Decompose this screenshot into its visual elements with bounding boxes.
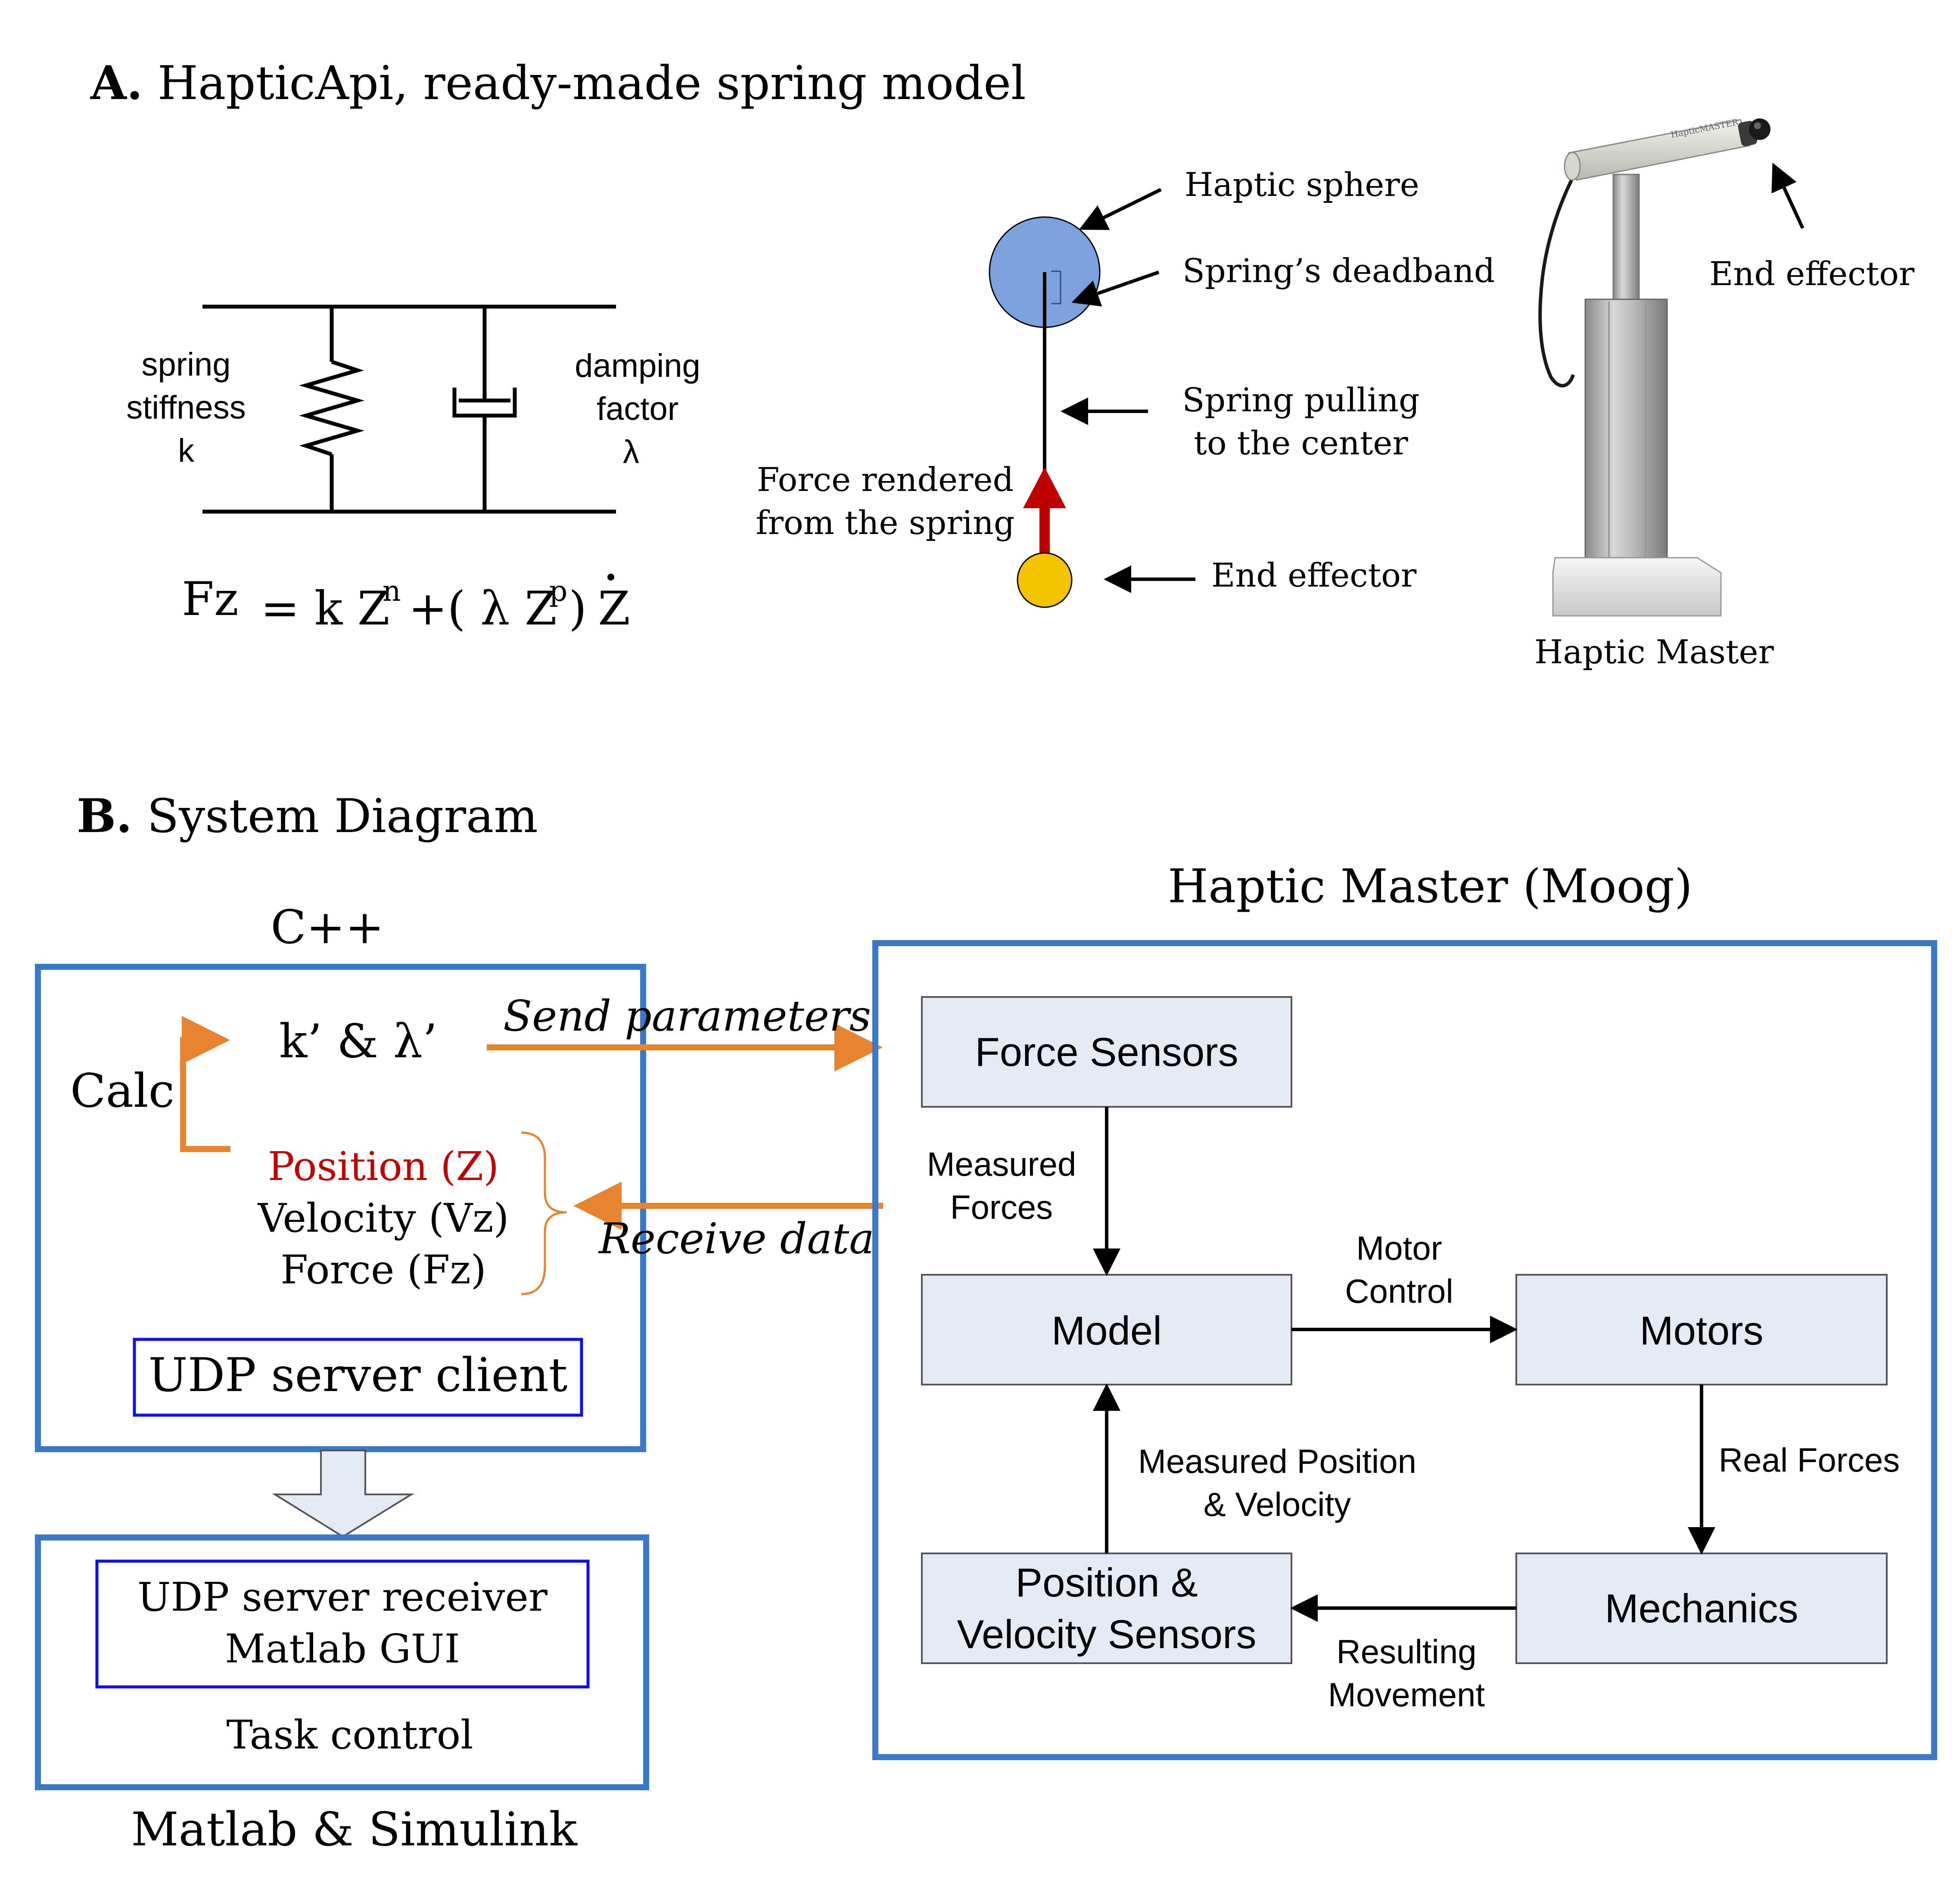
svg-text:+( λ Z: +( λ Z <box>408 582 557 636</box>
svg-text:Fz: Fz <box>182 572 239 626</box>
z-dot-accent <box>607 574 614 581</box>
haptic-sphere-model: Haptic sphere Spring’s deadband Spring p… <box>756 165 1495 608</box>
motor-control-label-1: Motor <box>1356 1229 1442 1267</box>
force-sensors-box <box>921 996 1292 1108</box>
task-control-label: Task control <box>226 1712 473 1758</box>
udp-client-box <box>133 1338 583 1417</box>
end-effector-ball <box>1017 552 1073 608</box>
send-parameters-label: Send parameters <box>503 992 871 1041</box>
svg-text:k: k <box>178 432 195 469</box>
motor-control-label-2: Control <box>1345 1272 1453 1310</box>
resulting-movement-label-2: Movement <box>1328 1676 1485 1714</box>
svg-text:n: n <box>383 575 401 608</box>
measured-forces-label-1: Measured <box>927 1145 1076 1183</box>
svg-text:spring: spring <box>142 346 231 383</box>
pointer-deadband <box>1071 270 1160 307</box>
moog-flow-arrows <box>1093 1107 1715 1622</box>
matlab-gui-label: Matlab GUI <box>225 1626 460 1672</box>
resulting-movement-label-1: Resulting <box>1336 1633 1476 1671</box>
label-end-effector-model: End effector <box>1211 556 1417 594</box>
position-label: Position (Z) <box>268 1143 499 1189</box>
device-column <box>1584 298 1668 567</box>
panel-b: B. System Diagram C++ Calc k’ & λ’ Posit… <box>35 789 1937 1857</box>
moog-components <box>921 996 1888 1664</box>
udp-receiver-label: UDP server receiver <box>137 1574 548 1620</box>
matlab-caption: Matlab & Simulink <box>131 1803 578 1857</box>
model-box <box>921 1274 1292 1385</box>
pointer-haptic-sphere <box>1079 188 1162 230</box>
udp-client-label: UDP server client <box>149 1348 568 1402</box>
label-spring-pulling-1: Spring pulling <box>1182 381 1419 419</box>
panel-b-title: B. System Diagram <box>77 789 538 843</box>
calc-label: Calc <box>70 1064 174 1118</box>
svg-text:p: p <box>549 575 567 608</box>
panel-a-title: A. HapticApi, ready-made spring model <box>90 56 1026 110</box>
svg-text:λ: λ <box>623 434 639 470</box>
udp-receiver-box <box>95 1559 590 1689</box>
device-cable <box>1538 169 1578 388</box>
spring-zigzag <box>299 360 365 457</box>
force-sensors-label: Force Sensors <box>975 1029 1238 1075</box>
position-sensors-label-2: Velocity Sensors <box>957 1612 1257 1657</box>
svg-text:stiffness: stiffness <box>126 389 246 426</box>
svg-text:): ) <box>569 582 587 636</box>
haptic-master-device: HapticMASTER End effector Haptic Master <box>1534 117 1915 671</box>
force-label: Force (Fz) <box>280 1247 486 1293</box>
params-label: k’ & λ’ <box>279 1015 437 1068</box>
motors-box <box>1515 1274 1888 1385</box>
svg-text:Z: Z <box>598 582 630 636</box>
svg-text:factor: factor <box>597 391 678 427</box>
label-force-rendered-1: Force rendered <box>757 460 1014 499</box>
force-arrow-head <box>1023 467 1066 508</box>
calc-loop-arrow <box>180 1016 230 1152</box>
data-brace <box>521 1131 567 1295</box>
position-sensors-box <box>921 1553 1292 1664</box>
matlab-box <box>35 1534 649 1790</box>
velocity-label: Velocity (Vz) <box>257 1195 509 1241</box>
panel-a: A. HapticApi, ready-made spring model sp… <box>90 56 1915 671</box>
label-force-rendered-2: from the spring <box>756 503 1015 542</box>
measured-position-label-1: Measured Position <box>1138 1442 1416 1480</box>
device-caption: Haptic Master <box>1534 633 1774 671</box>
down-block-arrow <box>271 1450 415 1538</box>
device-neck <box>1612 174 1640 304</box>
model-label: Model <box>1052 1308 1162 1353</box>
label-deadband: Spring’s deadband <box>1182 252 1495 290</box>
measured-forces-label-2: Forces <box>950 1188 1053 1226</box>
label-device-end-effector: End effector <box>1709 255 1915 293</box>
moog-title: Haptic Master (Moog) <box>1168 860 1692 913</box>
moog-box <box>872 940 1937 1760</box>
pointer-device-end-effector <box>1771 162 1804 229</box>
spring-stiffness-label: spring stiffness k <box>126 346 246 469</box>
label-spring-pulling-2: to the center <box>1194 424 1408 462</box>
device-base <box>1552 557 1722 617</box>
spring-equation: Fz = k Z n +( λ Z p ) Z <box>182 572 630 636</box>
svg-text:= k Z: = k Z <box>261 582 390 636</box>
mechanics-label: Mechanics <box>1605 1586 1798 1631</box>
measured-position-label-2: & Velocity <box>1204 1485 1351 1523</box>
damping-factor-label: damping factor λ <box>575 348 700 470</box>
motors-label: Motors <box>1640 1308 1763 1353</box>
deadband-marker <box>1051 270 1061 304</box>
position-sensors-label-1: Position & <box>1015 1560 1198 1605</box>
cpp-title: C++ <box>271 901 384 954</box>
real-forces-label: Real Forces <box>1719 1441 1900 1479</box>
receive-data-label: Receive data <box>598 1214 874 1264</box>
device-end-effector-knob <box>1749 118 1770 140</box>
spring-damper-schematic <box>202 304 616 514</box>
label-haptic-sphere: Haptic sphere <box>1185 165 1419 204</box>
svg-text:damping: damping <box>575 348 700 384</box>
